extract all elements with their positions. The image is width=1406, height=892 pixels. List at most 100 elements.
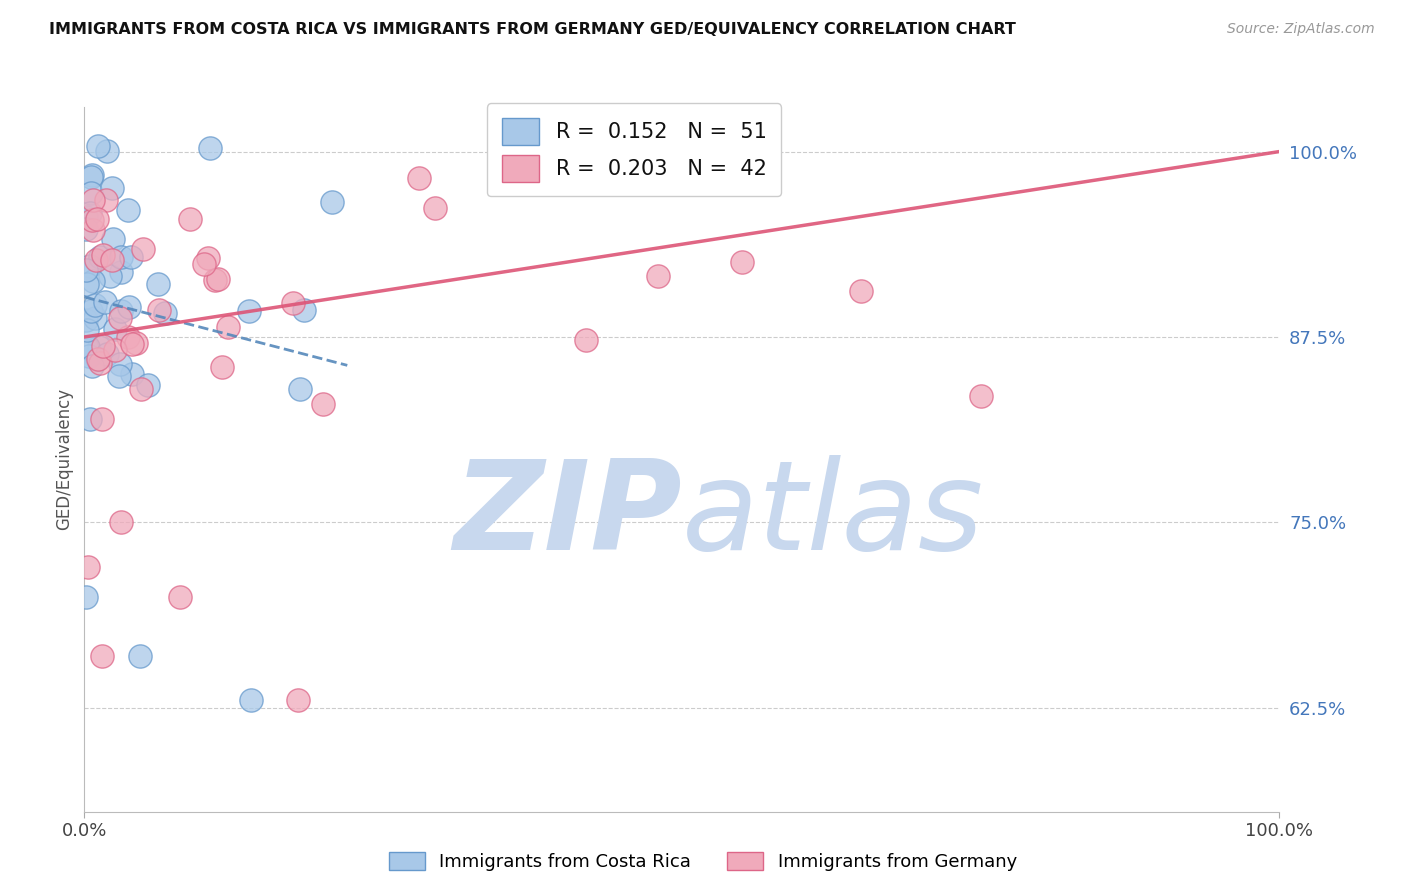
Point xyxy=(80,213,103,227)
Point xyxy=(136,378,159,392)
Point xyxy=(312,397,335,411)
Point xyxy=(76,340,98,354)
Point xyxy=(82,222,104,236)
Point xyxy=(86,352,108,367)
Point xyxy=(98,268,121,283)
Point xyxy=(110,516,132,530)
Point xyxy=(96,144,118,158)
Point xyxy=(108,310,131,325)
Point xyxy=(87,340,110,354)
Point xyxy=(87,351,110,366)
Point xyxy=(96,347,118,361)
Point xyxy=(101,232,124,246)
Point xyxy=(121,367,143,381)
Y-axis label: GED/Equivalency: GED/Equivalency xyxy=(55,388,73,531)
Point xyxy=(110,304,132,318)
Point xyxy=(91,248,114,262)
Point xyxy=(84,298,107,312)
Point xyxy=(86,138,108,153)
Point xyxy=(80,359,103,373)
Point xyxy=(75,262,97,277)
Point xyxy=(89,356,111,370)
Point xyxy=(101,253,124,268)
Point xyxy=(179,211,201,226)
Point xyxy=(492,159,515,173)
Point xyxy=(77,349,100,363)
Point xyxy=(198,141,221,155)
Point xyxy=(94,295,117,310)
Point xyxy=(75,210,97,224)
Point xyxy=(408,171,430,186)
Point xyxy=(110,265,132,279)
Point xyxy=(204,273,226,287)
Point xyxy=(86,212,108,227)
Point xyxy=(169,590,191,604)
Point xyxy=(117,329,139,343)
Text: Source: ZipAtlas.com: Source: ZipAtlas.com xyxy=(1227,22,1375,37)
Point xyxy=(79,260,101,274)
Point xyxy=(239,693,262,707)
Point xyxy=(82,194,104,208)
Point xyxy=(238,304,260,318)
Point xyxy=(117,202,139,217)
Point xyxy=(118,300,141,314)
Point xyxy=(76,341,98,355)
Point xyxy=(120,250,142,264)
Legend: R =  0.152   N =  51, R =  0.203   N =  42: R = 0.152 N = 51, R = 0.203 N = 42 xyxy=(486,103,782,196)
Point xyxy=(89,250,111,264)
Point xyxy=(148,302,170,317)
Point xyxy=(287,693,309,707)
Point xyxy=(121,337,143,351)
Point xyxy=(731,255,754,269)
Point xyxy=(647,268,669,283)
Point xyxy=(292,302,315,317)
Point xyxy=(108,357,131,371)
Point xyxy=(153,306,176,320)
Point xyxy=(84,252,107,267)
Point xyxy=(80,169,103,184)
Point xyxy=(75,222,97,236)
Point xyxy=(75,312,97,326)
Point xyxy=(79,411,101,425)
Point xyxy=(76,277,98,292)
Text: ZIP: ZIP xyxy=(453,455,682,576)
Legend: Immigrants from Costa Rica, Immigrants from Germany: Immigrants from Costa Rica, Immigrants f… xyxy=(381,845,1025,879)
Point xyxy=(211,359,233,374)
Point xyxy=(321,194,343,209)
Point xyxy=(104,343,127,357)
Point xyxy=(84,310,107,325)
Point xyxy=(193,257,215,271)
Point xyxy=(100,181,122,195)
Point xyxy=(80,304,103,318)
Point xyxy=(290,382,312,396)
Point xyxy=(423,201,446,215)
Point xyxy=(91,339,114,353)
Point xyxy=(970,389,993,403)
Point xyxy=(197,251,219,265)
Point xyxy=(575,334,598,348)
Point xyxy=(76,560,98,574)
Point xyxy=(146,277,169,292)
Text: IMMIGRANTS FROM COSTA RICA VS IMMIGRANTS FROM GERMANY GED/EQUIVALENCY CORRELATIO: IMMIGRANTS FROM COSTA RICA VS IMMIGRANTS… xyxy=(49,22,1017,37)
Point xyxy=(90,411,112,425)
Point xyxy=(96,194,118,208)
Point xyxy=(108,368,131,383)
Point xyxy=(76,323,98,337)
Point xyxy=(132,242,155,256)
Text: atlas: atlas xyxy=(682,455,984,576)
Point xyxy=(110,250,132,264)
Point xyxy=(82,274,104,288)
Point xyxy=(128,648,150,663)
Point xyxy=(79,206,101,220)
Point xyxy=(91,648,114,663)
Point xyxy=(281,296,304,310)
Point xyxy=(75,590,97,604)
Point xyxy=(125,336,148,351)
Point xyxy=(131,382,153,396)
Point xyxy=(80,186,103,201)
Point xyxy=(217,320,239,334)
Point xyxy=(207,271,229,285)
Point xyxy=(104,322,127,336)
Point xyxy=(851,285,873,299)
Point xyxy=(80,168,103,182)
